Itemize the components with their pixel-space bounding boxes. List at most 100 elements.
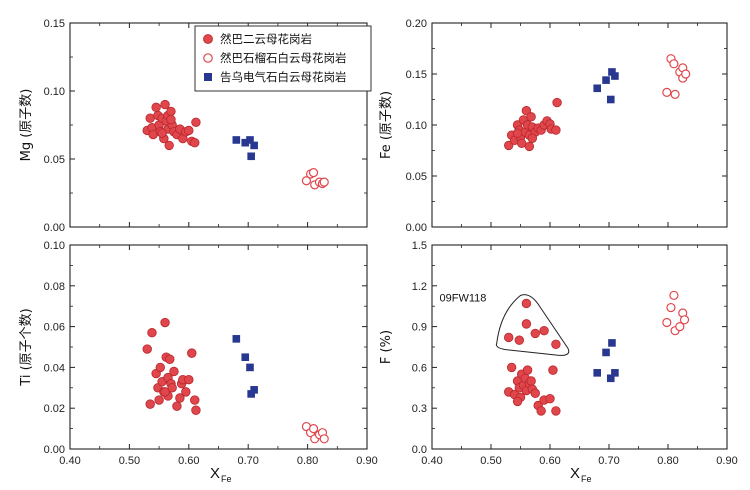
y-tick-label: 0.05 — [406, 171, 427, 183]
data-point-two-mica-granite — [521, 106, 532, 116]
y-tick-label: 0.10 — [44, 86, 65, 98]
data-point-tourmaline-muscovite-granite — [602, 76, 610, 84]
x-tick-label: 0.90 — [356, 455, 377, 467]
data-point-two-mica-granite — [527, 133, 538, 143]
data-point-tourmaline-muscovite-granite — [611, 369, 619, 377]
data-point-garnet-muscovite-granite — [669, 59, 679, 69]
y-axis-label: Mg (原子数) — [19, 89, 34, 162]
data-point-garnet-muscovite-granite — [319, 434, 329, 444]
y-tick-label: 1.5 — [412, 240, 427, 252]
x-tick-label: 0.40 — [59, 455, 80, 467]
data-point-two-mica-granite — [164, 140, 174, 151]
y-tick-label: 0.06 — [44, 322, 65, 334]
data-point-tourmaline-muscovite-granite — [246, 363, 254, 372]
data-point-two-mica-granite — [536, 406, 546, 416]
data-point-garnet-muscovite-granite — [681, 69, 691, 79]
y-tick-label: 0.9 — [412, 322, 427, 334]
data-point-two-mica-granite — [191, 117, 201, 127]
panel-ti: 0.00 0.02 0.04 0.06 0.08 0.10 0.40 0.50 0.60 0.70… — [19, 240, 378, 467]
data-point-tourmaline-muscovite-granite — [606, 95, 615, 104]
data-point-two-mica-granite — [552, 97, 562, 108]
annotation-label: 09FW118 — [440, 292, 487, 304]
data-point-tourmaline-muscovite-granite — [250, 141, 258, 150]
x-tick-label: 0.90 — [716, 455, 737, 467]
y-axis-label: F (%) — [379, 330, 394, 364]
y-tick-label: 0.20 — [406, 18, 427, 30]
x-axis-label-sub: Fe — [581, 474, 592, 484]
data-point-two-mica-granite — [145, 113, 155, 123]
data-point-two-mica-granite — [548, 365, 558, 375]
data-point-two-mica-granite — [151, 102, 161, 113]
y-tick-label: 0.15 — [406, 69, 427, 81]
data-point-two-mica-granite — [526, 376, 536, 386]
y-tick-label: 0.00 — [44, 222, 65, 234]
data-point-two-mica-granite — [530, 388, 540, 398]
data-point-two-mica-granite — [524, 141, 535, 152]
annotation-outline — [495, 294, 570, 356]
data-point-garnet-muscovite-granite — [662, 87, 672, 97]
data-point-two-mica-granite — [521, 319, 532, 329]
panel-mg: 0.00 0.05 0.10 0.15 Mg (原子数) — [19, 18, 368, 234]
data-point-two-mica-granite — [191, 405, 201, 415]
data-point-garnet-muscovite-granite — [301, 176, 312, 186]
data-point-tourmaline-muscovite-granite — [232, 335, 241, 343]
data-point-two-mica-granite — [166, 114, 176, 125]
data-point-two-mica-granite — [172, 401, 182, 411]
data-point-tourmaline-muscovite-granite — [593, 84, 601, 93]
plot-frame — [431, 22, 728, 228]
y-tick-label: 0.10 — [44, 240, 65, 252]
y-tick-label: 0.00 — [44, 444, 65, 456]
data-point-two-mica-granite — [551, 406, 561, 416]
data-point-tourmaline-muscovite-granite — [608, 68, 616, 76]
y-tick-label: 0.04 — [44, 362, 65, 374]
data-point-tourmaline-muscovite-granite — [593, 369, 601, 377]
x-tick-label: 0.50 — [480, 455, 501, 467]
data-point-garnet-muscovite-granite — [675, 322, 685, 332]
y-tick-label: 0.3 — [412, 403, 427, 415]
data-point-two-mica-granite — [504, 140, 514, 151]
data-point-two-mica-granite — [167, 383, 177, 393]
y-axis-label: Fe (原子数) — [379, 91, 394, 159]
legend: 然巴二云母花岗岩 然巴石榴石白云母花岗岩 告乌电气石白云母花岗岩 — [194, 25, 372, 92]
data-point-two-mica-granite — [190, 395, 200, 405]
data-point-two-mica-granite — [551, 125, 561, 135]
x-tick-label: 0.80 — [657, 455, 678, 467]
data-point-two-mica-granite — [181, 387, 191, 397]
y-tick-label: 0.10 — [406, 120, 427, 132]
data-point-two-mica-granite — [154, 395, 164, 405]
legend-marker-square — [204, 73, 212, 81]
data-point-two-mica-granite — [545, 393, 555, 404]
data-point-two-mica-granite — [165, 354, 175, 364]
legend-label: 然巴石榴石白云母花岗岩 — [220, 51, 347, 65]
data-point-two-mica-granite — [521, 298, 532, 309]
plot-frame — [69, 244, 368, 450]
data-point-two-mica-granite — [190, 137, 200, 148]
data-point-tourmaline-muscovite-granite — [246, 136, 254, 144]
x-axis-label-main: X — [570, 465, 580, 482]
data-point-two-mica-granite — [166, 106, 176, 117]
data-point-two-mica-granite — [169, 366, 179, 377]
data-point-two-mica-granite — [187, 348, 197, 358]
y-tick-label: 0.05 — [44, 154, 65, 166]
data-point-two-mica-granite — [157, 128, 167, 138]
data-point-garnet-muscovite-granite — [319, 177, 329, 187]
legend-box — [194, 25, 372, 92]
data-point-tourmaline-muscovite-granite — [247, 152, 255, 161]
y-tick-label: 0.08 — [44, 281, 65, 293]
legend-marker-filled-circle — [203, 34, 213, 44]
data-point-tourmaline-muscovite-granite — [241, 138, 250, 147]
y-tick-label: 0.15 — [44, 18, 65, 30]
data-point-two-mica-granite — [160, 387, 170, 397]
data-point-two-mica-granite — [551, 339, 561, 349]
data-point-two-mica-granite — [145, 399, 155, 409]
data-point-two-mica-granite — [184, 374, 194, 385]
y-tick-label: 0.02 — [44, 403, 65, 415]
y-tick-label: 0.00 — [406, 222, 427, 234]
data-point-two-mica-granite — [522, 365, 533, 375]
data-point-two-mica-granite — [155, 362, 165, 373]
y-tick-label: 0.0 — [412, 444, 427, 456]
data-point-two-mica-granite — [175, 393, 185, 403]
data-point-two-mica-granite — [504, 332, 514, 343]
data-point-tourmaline-muscovite-granite — [608, 339, 616, 347]
